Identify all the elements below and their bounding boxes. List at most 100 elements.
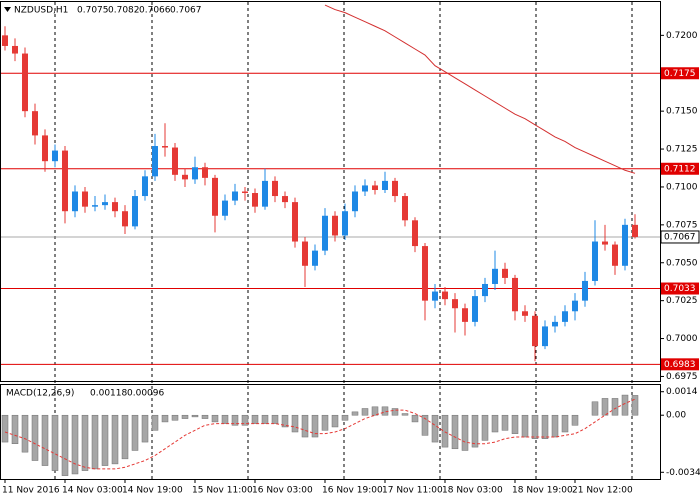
candle-body <box>472 296 478 322</box>
candle-body <box>172 147 178 175</box>
candle-body <box>432 291 438 301</box>
macd-bar <box>151 414 159 431</box>
macd-bar <box>451 414 459 450</box>
y-tick-label: 0.0014 <box>666 387 698 397</box>
day-separators <box>54 2 633 479</box>
level-label: 0.6983 <box>664 360 696 370</box>
candle-body <box>232 191 238 201</box>
y-tick-label: 0.7075 <box>666 220 698 230</box>
level-label: 0.7033 <box>664 284 696 294</box>
macd-bar <box>371 406 379 416</box>
macd-bar <box>241 414 249 426</box>
candle-body <box>72 191 78 212</box>
macd-bar <box>431 414 439 443</box>
candle-body <box>542 326 548 347</box>
candle-body <box>362 185 368 192</box>
macd-bar <box>191 414 199 418</box>
level-label: 0.7112 <box>664 164 696 174</box>
x-tick-label: 18 Nov 19:00 <box>512 486 573 496</box>
candle-body <box>212 177 218 216</box>
candle-body <box>632 224 638 237</box>
candle-body <box>42 135 48 162</box>
candle-body <box>602 241 608 245</box>
macd-bar <box>601 398 609 416</box>
header-low: 0.7066 <box>139 6 171 16</box>
macd-bar <box>551 414 559 438</box>
candle-body <box>582 280 588 301</box>
candle-body <box>82 191 88 207</box>
macd-bar <box>391 408 399 416</box>
macd-bar <box>561 414 569 433</box>
macd-bar <box>261 414 269 424</box>
level-label-box <box>661 162 699 175</box>
macd-bar <box>171 414 179 421</box>
macd-bar <box>531 414 539 439</box>
y-tick-label: 0.6975 <box>666 372 698 382</box>
macd-bar <box>541 414 549 439</box>
macd-bar <box>101 414 109 466</box>
macd-bar <box>361 408 369 416</box>
candle-body <box>132 196 138 227</box>
candle-body <box>102 202 108 206</box>
macd-bar <box>271 414 279 424</box>
signal-value: 0.00096 <box>127 389 164 399</box>
candle-body <box>62 150 68 212</box>
macd-bar <box>11 414 19 445</box>
y-tick-label: 0.7000 <box>666 334 698 344</box>
candle-body <box>392 180 398 197</box>
candle-body <box>222 200 228 216</box>
main-panel-border <box>0 1 661 382</box>
macd-bar <box>591 401 599 416</box>
candle-body <box>342 211 348 236</box>
x-tick-label: 21 Nov 12:00 <box>572 486 633 496</box>
candle-body <box>482 283 488 297</box>
menu-arrow[interactable] <box>4 7 11 12</box>
level-label: 0.7175 <box>664 69 696 79</box>
candle-body <box>312 250 318 266</box>
signal-line <box>4 398 636 470</box>
macd-bar <box>221 414 229 424</box>
candle-body <box>112 202 118 212</box>
macd-bar <box>421 414 429 436</box>
x-tick-label: 17 Nov 11:00 <box>382 486 443 496</box>
candle-body <box>22 53 28 112</box>
candle-body <box>562 311 568 322</box>
macd-value: 0.00118 <box>90 389 127 399</box>
candle-body <box>332 215 338 236</box>
macd-bar <box>321 414 329 431</box>
macd-bar <box>621 394 629 416</box>
candle-body <box>492 268 498 284</box>
candle-body <box>422 246 428 301</box>
candle-body <box>462 308 468 322</box>
macd-bar <box>501 414 509 431</box>
candle-body <box>322 215 328 251</box>
candle-body <box>92 205 98 207</box>
macd-bar <box>91 414 99 470</box>
candle-body <box>2 35 8 46</box>
macd-bar <box>311 414 319 438</box>
plot-layer: 0.7200 0.7150 0.7125 0.7100 0.7075 0.7050 0.70… <box>1 4 700 496</box>
macd-bar <box>481 414 489 441</box>
y-tick-label: 0.00 <box>666 411 686 421</box>
macd-bar <box>351 411 359 416</box>
macd-bar <box>51 414 59 471</box>
candle-body <box>572 300 578 312</box>
x-tick-label: 11 Nov 2016 <box>2 486 60 496</box>
macd-bar <box>411 414 419 423</box>
macd-panel-border <box>0 384 661 480</box>
candle-body <box>532 315 538 347</box>
candle-body <box>352 191 358 212</box>
candle-body <box>142 176 148 197</box>
macd-bar <box>1 414 9 443</box>
macd-bar <box>111 414 119 465</box>
macd-bar <box>181 414 189 419</box>
header-close: 0.7067 <box>170 6 202 16</box>
candle-body <box>592 241 598 281</box>
candle-body <box>122 211 128 227</box>
level-label-box <box>661 67 699 80</box>
macd-bar <box>231 414 239 426</box>
x-tick-label: 16 Nov 03:00 <box>252 486 313 496</box>
candle-body <box>622 224 628 266</box>
